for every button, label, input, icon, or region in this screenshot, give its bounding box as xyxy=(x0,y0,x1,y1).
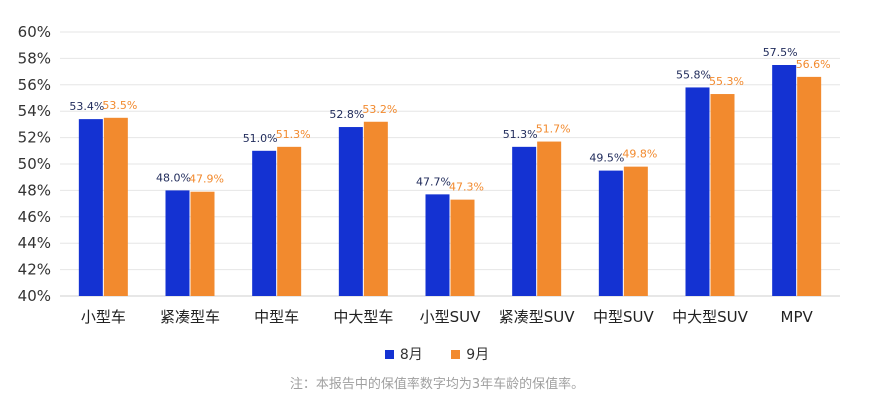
y-tick-label: 48% xyxy=(18,181,51,199)
x-category-label: 中大型SUV xyxy=(672,308,749,326)
legend: 8月 9月 xyxy=(0,344,874,364)
y-tick-label: 56% xyxy=(18,76,51,94)
bar-aug xyxy=(338,127,363,296)
data-label-aug: 57.5% xyxy=(763,46,798,59)
bar-sep xyxy=(450,199,475,296)
bar-sep xyxy=(277,146,302,296)
data-label-aug: 47.7% xyxy=(416,175,451,188)
data-label-sep: 53.2% xyxy=(362,103,397,116)
x-category-label: 小型车 xyxy=(81,308,126,326)
data-label-sep: 53.5% xyxy=(102,99,137,112)
bar-aug xyxy=(252,150,277,296)
y-tick-label: 52% xyxy=(18,129,51,147)
data-label-aug: 51.0% xyxy=(243,132,278,145)
data-label-aug: 48.0% xyxy=(156,171,191,184)
y-tick-label: 60% xyxy=(18,23,51,41)
legend-item-sep: 9月 xyxy=(451,344,489,364)
x-category-label: 紧凑型车 xyxy=(160,308,220,326)
y-tick-label: 42% xyxy=(18,261,51,279)
bar-chart: 40%42%44%46%48%50%52%54%56%58%60%53.4%53… xyxy=(18,23,840,326)
legend-swatch-aug xyxy=(384,349,394,359)
x-category-label: 紧凑型SUV xyxy=(499,308,576,326)
bar-sep xyxy=(363,121,388,296)
data-label-sep: 47.9% xyxy=(189,173,224,186)
data-label-aug: 51.3% xyxy=(503,128,538,141)
bar-aug xyxy=(78,119,103,297)
data-label-aug: 55.8% xyxy=(676,68,711,81)
bar-sep xyxy=(537,141,562,296)
x-category-label: MPV xyxy=(781,308,814,326)
data-label-sep: 56.6% xyxy=(796,58,831,71)
data-label-sep: 51.3% xyxy=(276,128,311,141)
bar-sep xyxy=(797,76,822,296)
data-label-aug: 52.8% xyxy=(329,108,364,121)
y-tick-label: 58% xyxy=(18,49,51,67)
bar-aug xyxy=(425,194,450,296)
bar-aug xyxy=(598,170,623,296)
x-category-label: 中大型车 xyxy=(333,308,393,326)
y-tick-label: 54% xyxy=(18,102,51,120)
footnote: 注：本报告中的保值率数字均为3年车龄的保值率。 xyxy=(289,377,585,392)
y-tick-label: 50% xyxy=(18,155,51,173)
bar-aug xyxy=(512,146,537,296)
bar-aug xyxy=(685,87,710,296)
legend-label-aug: 8月 xyxy=(399,347,423,363)
bar-aug xyxy=(165,190,190,296)
x-category-label: 小型SUV xyxy=(420,308,482,326)
y-tick-label: 46% xyxy=(18,208,51,226)
legend-label-sep: 9月 xyxy=(466,347,490,363)
data-label-aug: 53.4% xyxy=(69,100,104,113)
data-label-sep: 51.7% xyxy=(536,123,571,136)
bar-aug xyxy=(772,65,797,296)
x-category-label: 中型SUV xyxy=(593,308,655,326)
bar-sep xyxy=(710,94,735,296)
bar-sep xyxy=(103,117,128,296)
bar-sep xyxy=(623,166,648,296)
data-label-sep: 55.3% xyxy=(709,75,744,88)
legend-swatch-sep xyxy=(451,349,461,359)
bar-sep xyxy=(190,191,215,296)
data-label-aug: 49.5% xyxy=(589,152,624,165)
y-tick-label: 40% xyxy=(18,287,51,305)
data-label-sep: 47.3% xyxy=(449,181,484,194)
y-tick-label: 44% xyxy=(18,234,51,252)
legend-item-aug: 8月 xyxy=(384,344,423,364)
x-category-label: 中型车 xyxy=(254,308,299,326)
data-label-sep: 49.8% xyxy=(622,148,657,161)
